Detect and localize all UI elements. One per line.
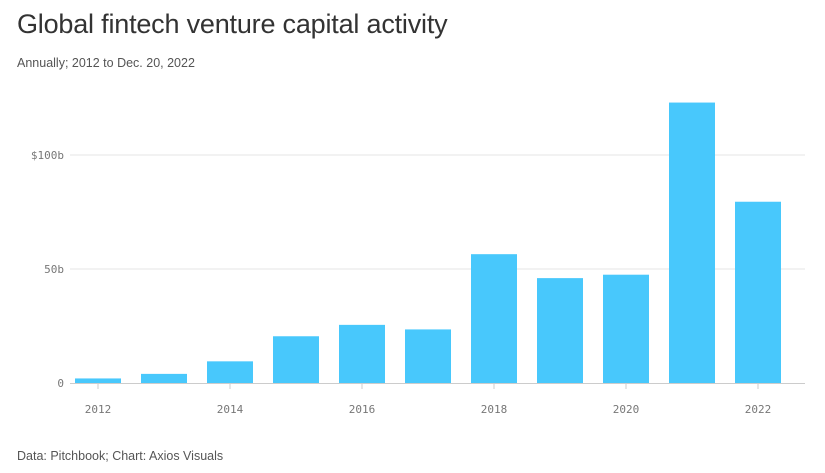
x-tick-label: 2014 [217,403,244,416]
x-tick-label: 2012 [85,403,112,416]
y-tick-label: 0 [57,377,64,390]
x-tick-label: 2020 [613,403,640,416]
chart-title: Global fintech venture capital activity [17,9,448,39]
x-axis-ticks: 2012 2014 2016 2018 2020 2022 [85,383,772,416]
bars [75,102,781,383]
x-tick-label: 2018 [481,403,508,416]
bar-2014 [207,361,253,383]
bar-2022 [735,201,781,383]
bar-2017 [405,329,451,383]
y-tick-label: 50b [44,263,64,276]
y-axis-ticks: 0 50b $100b [31,149,64,390]
bar-2021 [669,102,715,383]
bar-2018 [471,254,517,383]
bar-2015 [273,336,319,383]
bar-2016 [339,324,385,383]
source-note: Data: Pitchbook; Chart: Axios Visuals [17,449,224,463]
bar-2012 [75,378,121,383]
y-tick-label: $100b [31,149,64,162]
x-tick-label: 2016 [349,403,376,416]
chart-subtitle: Annually; 2012 to Dec. 20, 2022 [17,56,195,70]
bar-2020 [603,274,649,383]
bar-2019 [537,278,583,383]
x-tick-label: 2022 [745,403,772,416]
bar-2013 [141,373,187,383]
